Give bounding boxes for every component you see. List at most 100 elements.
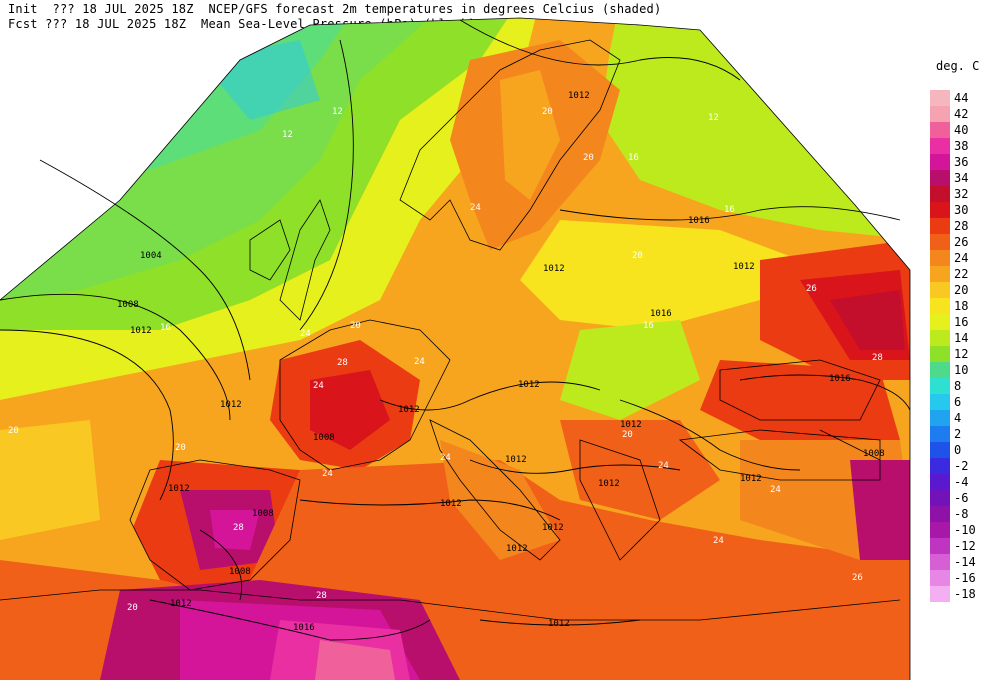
legend-entry: 2 [930, 426, 1000, 442]
legend-swatch [930, 314, 950, 330]
isobar-label: 1016 [650, 309, 672, 319]
legend-swatch [930, 282, 950, 298]
legend-entry: 20 [930, 282, 1000, 298]
isobar-label: 1012 [568, 91, 590, 101]
legend-swatch [930, 554, 950, 570]
legend-entry: -8 [930, 506, 1000, 522]
temp-label: 24 [322, 469, 333, 479]
legend-label: 20 [954, 283, 969, 297]
isobar-label: 1008 [313, 433, 335, 443]
isobar-label: 1012 [598, 479, 620, 489]
legend-entry: 26 [930, 234, 1000, 250]
legend-entry: 4 [930, 410, 1000, 426]
temp-label: 20 [127, 603, 138, 613]
legend-label: 24 [954, 251, 969, 265]
isobar-label: 1012 [733, 262, 755, 272]
legend-label: -2 [954, 459, 969, 473]
legend-label: 22 [954, 267, 969, 281]
legend-label: -14 [954, 555, 976, 569]
legend-swatch [930, 106, 950, 122]
legend-swatch [930, 122, 950, 138]
temp-label: 20 [622, 430, 633, 440]
legend-label: 26 [954, 235, 969, 249]
isobars [0, 19, 911, 641]
temp-label: 28 [316, 591, 327, 601]
isobar-label: 1008 [117, 300, 139, 310]
isobar-label: 1016 [688, 216, 710, 226]
legend-swatch [930, 250, 950, 266]
temp-label: 24 [770, 485, 781, 495]
temp-label: 24 [300, 329, 311, 339]
temp-label: 20 [8, 426, 19, 436]
legend-entry: 24 [930, 250, 1000, 266]
legend-label: 36 [954, 155, 969, 169]
temp-label: 28 [872, 353, 883, 363]
legend-entry: -12 [930, 538, 1000, 554]
legend-label: -18 [954, 587, 976, 601]
legend-entry: 14 [930, 330, 1000, 346]
legend-swatch [930, 474, 950, 490]
legend-label: 16 [954, 315, 969, 329]
temp-label: 24 [658, 461, 669, 471]
legend-entry: 22 [930, 266, 1000, 282]
isobar-label: 1012 [543, 264, 565, 274]
legend-entry: 44 [930, 90, 1000, 106]
legend-swatch [930, 234, 950, 250]
legend-swatch [930, 458, 950, 474]
legend-unit-label: deg. C [936, 59, 980, 73]
legend-swatch [930, 218, 950, 234]
legend-swatch [930, 202, 950, 218]
header-init-line: Init ??? 18 JUL 2025 18Z NCEP/GFS foreca… [8, 2, 662, 16]
legend-label: 32 [954, 187, 969, 201]
legend-entry: -4 [930, 474, 1000, 490]
legend-label: 44 [954, 91, 969, 105]
temp-label: 12 [282, 130, 293, 140]
legend-label: 2 [954, 427, 962, 441]
temp-label: 28 [337, 358, 348, 368]
temp-label: 16 [724, 205, 735, 215]
legend-label: 28 [954, 219, 969, 233]
isobar-labels: 1004 1008 1012 1012 1012 1008 1012 1012 … [117, 91, 885, 633]
isobar-label: 1012 [620, 420, 642, 430]
legend-swatch [930, 394, 950, 410]
temp-label: 24 [313, 381, 324, 391]
legend-swatch [930, 330, 950, 346]
temp-label: 24 [440, 453, 451, 463]
legend-entry: -14 [930, 554, 1000, 570]
legend-entry: -16 [930, 570, 1000, 586]
legend-swatch [930, 506, 950, 522]
temp-label: 20 [542, 107, 553, 117]
legend-entry: 12 [930, 346, 1000, 362]
legend-entry: 34 [930, 170, 1000, 186]
temp-label: 16 [628, 153, 639, 163]
temp-label: 26 [852, 573, 863, 583]
temperature-map: 1004 1008 1012 1012 1012 1008 1012 1012 … [0, 17, 911, 680]
legend-label: 14 [954, 331, 969, 345]
legend-entry: 30 [930, 202, 1000, 218]
legend-label: -12 [954, 539, 976, 553]
legend-entry: 28 [930, 218, 1000, 234]
legend-label: -10 [954, 523, 976, 537]
legend-label: -8 [954, 507, 969, 521]
temp-label: 20 [583, 153, 594, 163]
legend-swatch [930, 154, 950, 170]
isobar-label: 1012 [506, 544, 528, 554]
temp-label: 24 [713, 536, 724, 546]
temp-label: 20 [175, 443, 186, 453]
legend-entry: 32 [930, 186, 1000, 202]
legend-label: 4 [954, 411, 962, 425]
temp-label: 28 [233, 523, 244, 533]
legend-label: 0 [954, 443, 962, 457]
isobar-label: 1012 [398, 405, 420, 415]
legend-label: 12 [954, 347, 969, 361]
legend-label: 18 [954, 299, 969, 313]
legend-swatch [930, 90, 950, 106]
legend-label: 34 [954, 171, 969, 185]
legend-swatch [930, 298, 950, 314]
temp-label: 24 [414, 357, 425, 367]
legend-swatch [930, 442, 950, 458]
temp-label: 26 [806, 284, 817, 294]
temp-label: 12 [708, 113, 719, 123]
legend-label: 6 [954, 395, 962, 409]
map-boundary [0, 17, 911, 680]
